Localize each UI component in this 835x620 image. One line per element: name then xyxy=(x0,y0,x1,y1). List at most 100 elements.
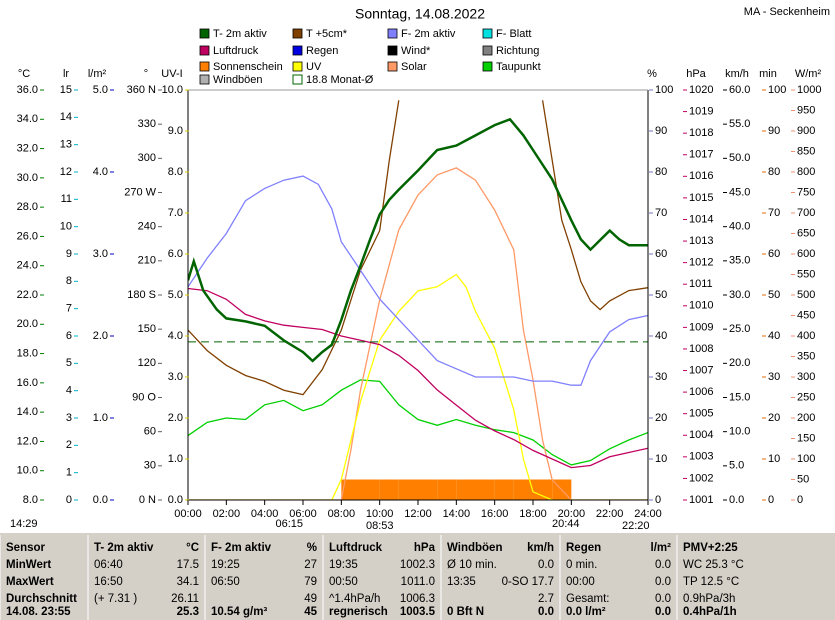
y-tick-label: 25.0 xyxy=(729,323,750,335)
y-tick-label: 350 xyxy=(797,350,815,362)
y-tick-label: 55.0 xyxy=(729,118,750,130)
legend-swatch xyxy=(387,61,398,72)
legend-label: T- 2m aktiv xyxy=(213,28,267,40)
y-tick-label: 60.0 xyxy=(729,84,750,96)
y-tick-label: 300 xyxy=(797,371,815,383)
y-tick-label: 1012 xyxy=(689,257,713,269)
y-tick-label: 40.0 xyxy=(729,221,750,233)
table-cell: 49 xyxy=(304,593,317,605)
y-tick-label: 400 xyxy=(797,330,815,342)
axis-unit: l/m² xyxy=(88,68,107,80)
y-tick-label: 10 xyxy=(60,221,72,233)
table-cell: 1003.5 xyxy=(400,606,436,618)
y-tick-label: 60 xyxy=(768,248,780,260)
y-tick-label: 22.0 xyxy=(17,289,38,301)
y-tick-label: 1005 xyxy=(689,408,713,420)
axis-unit: hPa xyxy=(686,68,706,80)
y-tick-label: 0 xyxy=(797,494,803,506)
table-cell: 19:25 xyxy=(211,559,240,571)
y-tick-label: 1015 xyxy=(689,192,713,204)
y-tick-label: 5.0 xyxy=(729,460,744,472)
y-tick-label: 60 xyxy=(144,426,156,438)
axis-unit: UV-I xyxy=(161,68,182,80)
legend-label: Solar xyxy=(401,61,427,73)
y-tick-label: 150 xyxy=(797,432,815,444)
y-tick-label: 360 N xyxy=(127,84,156,96)
x-tick-label: 14:00 xyxy=(443,508,471,520)
axis-unit: % xyxy=(647,68,657,80)
table-cell: F- 2m aktiv xyxy=(211,542,272,554)
bar xyxy=(398,479,418,500)
y-tick-label: 20 xyxy=(655,412,667,424)
y-tick-label: 7.0 xyxy=(168,207,183,219)
y-tick-label: 500 xyxy=(797,289,815,301)
y-tick-label: 10.0 xyxy=(162,84,183,96)
table-cell: 0-SO 17.7 xyxy=(502,576,554,588)
y-tick-label: 90 O xyxy=(132,391,156,403)
y-tick-label: 90 xyxy=(655,125,667,137)
y-tick-label: 1020 xyxy=(689,84,713,96)
y-tick-label: 600 xyxy=(797,248,815,260)
y-tick-label: 1001 xyxy=(689,494,713,506)
y-tick-label: 30.0 xyxy=(729,289,750,301)
legend-label: Sonnenschein xyxy=(213,61,283,73)
bar xyxy=(494,479,514,500)
legend-label: Windböen xyxy=(213,74,263,86)
table-cell: TP 12.5 °C xyxy=(683,576,739,588)
y-tick-label: 16.0 xyxy=(17,377,38,389)
legend-swatch xyxy=(292,74,303,85)
time-mark: 08:53 xyxy=(366,520,394,532)
y-tick-label: 35.0 xyxy=(729,255,750,267)
axis-unit: °C xyxy=(18,68,30,80)
y-tick-label: 200 xyxy=(797,412,815,424)
y-tick-label: 1.0 xyxy=(168,453,183,465)
legend-swatch xyxy=(387,28,398,39)
table-cell: regnerisch xyxy=(329,606,388,618)
y-tick-label: 7 xyxy=(66,303,72,315)
y-tick-label: 1.0 xyxy=(93,412,108,424)
table-cell: 0.0 xyxy=(655,593,671,605)
y-tick-label: 3.0 xyxy=(168,371,183,383)
legend-label: Richtung xyxy=(496,45,539,57)
y-tick-label: 15.0 xyxy=(729,391,750,403)
table-cell: 16:50 xyxy=(94,576,123,588)
table-cell: 0.0 xyxy=(655,576,671,588)
table-cell: 0.0 xyxy=(538,559,554,571)
y-tick-label: 100 xyxy=(797,453,815,465)
series-line xyxy=(188,379,648,466)
bar xyxy=(456,479,476,500)
y-tick-label: 10 xyxy=(655,453,667,465)
y-tick-label: 150 xyxy=(138,323,156,335)
bar xyxy=(533,479,553,500)
legend-swatch xyxy=(199,74,210,85)
y-tick-label: 1008 xyxy=(689,343,713,355)
time-mark: 20:44 xyxy=(552,518,580,530)
table-cell: 19:35 xyxy=(329,559,358,571)
y-tick-label: 1007 xyxy=(689,364,713,376)
x-tick-label: 20:00 xyxy=(558,508,586,520)
table-cell: 0.0 l/m² xyxy=(566,606,606,618)
table-cell: 0 min. xyxy=(566,559,597,571)
table-background xyxy=(0,533,835,620)
y-tick-label: 1013 xyxy=(689,235,713,247)
bar xyxy=(418,479,438,500)
y-tick-label: 450 xyxy=(797,309,815,321)
axis-unit: W/m² xyxy=(795,68,822,80)
table-cell: 00:50 xyxy=(329,576,358,588)
y-tick-label: 0 xyxy=(768,494,774,506)
y-tick-label: 50 xyxy=(768,289,780,301)
table-cell: 0.0 xyxy=(655,559,671,571)
table-cell: l/m² xyxy=(651,542,672,554)
plot-area xyxy=(188,100,648,500)
y-tick-label: 45.0 xyxy=(729,186,750,198)
y-tick-label: 30.0 xyxy=(17,172,38,184)
y-tick-label: 1011 xyxy=(689,278,713,290)
y-tick-label: 14.0 xyxy=(17,406,38,418)
table-cell: km/h xyxy=(527,542,554,554)
y-tick-label: 3.0 xyxy=(93,248,108,260)
table-cell: PMV+2:25 xyxy=(683,542,738,554)
y-tick-label: 12.0 xyxy=(17,435,38,447)
y-tick-label: 550 xyxy=(797,268,815,280)
